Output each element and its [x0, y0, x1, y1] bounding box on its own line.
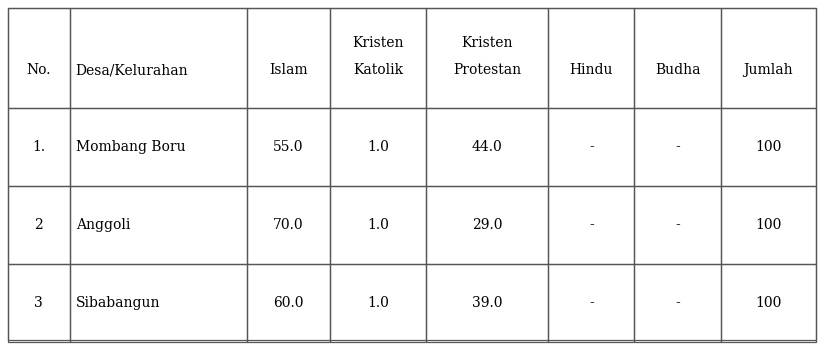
- Text: 70.0: 70.0: [274, 218, 304, 232]
- Bar: [70, 186, 246, 264]
- Text: Mombang Boru: Mombang Boru: [76, 140, 185, 154]
- Bar: [70, 264, 246, 342]
- Bar: [721, 186, 816, 264]
- Text: -: -: [675, 140, 680, 154]
- Bar: [246, 108, 330, 186]
- Text: Budha: Budha: [655, 63, 700, 77]
- Text: 2: 2: [35, 218, 43, 232]
- Bar: [70, 8, 246, 108]
- Bar: [70, 108, 246, 186]
- Bar: [426, 264, 548, 342]
- Text: Islam: Islam: [269, 63, 308, 77]
- Bar: [721, 108, 816, 186]
- Bar: [330, 8, 426, 108]
- Text: -: -: [589, 218, 593, 232]
- Text: 3: 3: [35, 296, 43, 310]
- Bar: [330, 186, 426, 264]
- Text: Hindu: Hindu: [569, 63, 613, 77]
- Text: Jumlah: Jumlah: [743, 63, 794, 77]
- Text: -: -: [589, 140, 593, 154]
- Bar: [426, 8, 548, 108]
- Text: 1.0: 1.0: [367, 218, 389, 232]
- Bar: [548, 8, 634, 108]
- Text: Anggoli: Anggoli: [76, 218, 130, 232]
- Text: Kristen: Kristen: [352, 36, 404, 50]
- Text: 60.0: 60.0: [274, 296, 304, 310]
- Text: No.: No.: [26, 63, 51, 77]
- Text: 100: 100: [755, 296, 781, 310]
- Text: 100: 100: [755, 140, 781, 154]
- Bar: [548, 108, 634, 186]
- Bar: [8, 264, 70, 342]
- Bar: [426, 186, 548, 264]
- Text: -: -: [675, 296, 680, 310]
- Bar: [330, 264, 426, 342]
- Bar: [721, 8, 816, 108]
- Bar: [330, 108, 426, 186]
- Text: -: -: [589, 296, 593, 310]
- Text: Protestan: Protestan: [453, 63, 521, 77]
- Text: 1.0: 1.0: [367, 140, 389, 154]
- Bar: [8, 108, 70, 186]
- Text: Desa/Kelurahan: Desa/Kelurahan: [76, 63, 189, 77]
- Text: Kristen: Kristen: [461, 36, 513, 50]
- Bar: [8, 186, 70, 264]
- Bar: [721, 264, 816, 342]
- Bar: [426, 108, 548, 186]
- Text: -: -: [675, 218, 680, 232]
- Text: Katolik: Katolik: [353, 63, 403, 77]
- Text: 100: 100: [755, 218, 781, 232]
- Text: 1.0: 1.0: [367, 296, 389, 310]
- Bar: [634, 8, 721, 108]
- Bar: [634, 264, 721, 342]
- Bar: [8, 8, 70, 108]
- Text: 29.0: 29.0: [471, 218, 502, 232]
- Text: Sibabangun: Sibabangun: [76, 296, 160, 310]
- Text: 39.0: 39.0: [471, 296, 502, 310]
- Bar: [634, 186, 721, 264]
- Bar: [548, 186, 634, 264]
- Bar: [246, 264, 330, 342]
- Text: 44.0: 44.0: [471, 140, 503, 154]
- Text: 1.: 1.: [32, 140, 45, 154]
- Bar: [246, 186, 330, 264]
- Bar: [548, 264, 634, 342]
- Bar: [634, 108, 721, 186]
- Text: 55.0: 55.0: [274, 140, 304, 154]
- Bar: [246, 8, 330, 108]
